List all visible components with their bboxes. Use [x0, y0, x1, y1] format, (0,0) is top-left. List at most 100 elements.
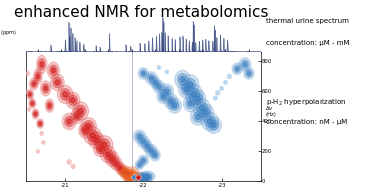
Ellipse shape [118, 165, 130, 177]
Ellipse shape [44, 86, 47, 91]
Text: $^1$H (ppm): $^1$H (ppm) [0, 28, 17, 38]
Ellipse shape [86, 123, 91, 129]
Ellipse shape [110, 157, 122, 170]
Ellipse shape [114, 161, 118, 166]
Ellipse shape [137, 178, 142, 181]
Ellipse shape [50, 74, 64, 91]
Text: enhanced NMR for metabolomics: enhanced NMR for metabolomics [15, 5, 269, 20]
Ellipse shape [67, 119, 71, 124]
Ellipse shape [144, 143, 151, 150]
Ellipse shape [37, 119, 44, 128]
Ellipse shape [239, 58, 251, 71]
Ellipse shape [129, 171, 134, 175]
Ellipse shape [193, 112, 203, 122]
Ellipse shape [40, 61, 43, 67]
Ellipse shape [145, 72, 157, 84]
Ellipse shape [153, 153, 157, 157]
Ellipse shape [51, 68, 55, 73]
Ellipse shape [81, 118, 96, 134]
Ellipse shape [71, 98, 75, 103]
Ellipse shape [67, 160, 71, 164]
Ellipse shape [134, 130, 145, 143]
Ellipse shape [170, 101, 179, 110]
Ellipse shape [194, 99, 211, 117]
Ellipse shape [181, 83, 191, 95]
Ellipse shape [26, 71, 29, 76]
Ellipse shape [164, 94, 178, 109]
Ellipse shape [203, 110, 209, 115]
Ellipse shape [94, 138, 99, 143]
Ellipse shape [216, 91, 220, 95]
Ellipse shape [199, 105, 205, 111]
Ellipse shape [193, 93, 203, 105]
Ellipse shape [73, 102, 88, 120]
Ellipse shape [160, 84, 174, 99]
Ellipse shape [184, 86, 189, 92]
Ellipse shape [130, 175, 145, 184]
Ellipse shape [142, 72, 145, 75]
Ellipse shape [60, 89, 70, 100]
Ellipse shape [147, 74, 155, 82]
Ellipse shape [30, 101, 35, 106]
Ellipse shape [90, 133, 95, 139]
Ellipse shape [186, 84, 203, 104]
Ellipse shape [204, 116, 215, 127]
Ellipse shape [145, 144, 157, 157]
Ellipse shape [220, 87, 223, 90]
Ellipse shape [133, 177, 135, 180]
Ellipse shape [37, 150, 39, 153]
Ellipse shape [47, 62, 59, 79]
Ellipse shape [147, 147, 155, 155]
Ellipse shape [29, 99, 36, 108]
Ellipse shape [133, 176, 143, 182]
Ellipse shape [178, 74, 187, 85]
Ellipse shape [33, 111, 38, 117]
Ellipse shape [138, 155, 148, 166]
Ellipse shape [201, 107, 211, 118]
Ellipse shape [172, 103, 177, 108]
Ellipse shape [198, 104, 214, 121]
Ellipse shape [152, 152, 159, 159]
Ellipse shape [125, 174, 128, 177]
Ellipse shape [45, 99, 54, 112]
Ellipse shape [87, 130, 98, 141]
Ellipse shape [31, 102, 34, 105]
Ellipse shape [209, 120, 219, 130]
Ellipse shape [32, 109, 39, 119]
Ellipse shape [140, 157, 147, 164]
Ellipse shape [83, 128, 87, 133]
Ellipse shape [232, 63, 242, 75]
Ellipse shape [78, 108, 83, 114]
Ellipse shape [129, 174, 142, 181]
Ellipse shape [137, 135, 150, 148]
Ellipse shape [71, 109, 83, 124]
Ellipse shape [126, 173, 129, 176]
Ellipse shape [153, 81, 157, 84]
Ellipse shape [214, 96, 217, 100]
Ellipse shape [140, 138, 147, 146]
Ellipse shape [125, 167, 138, 180]
Ellipse shape [128, 177, 139, 183]
Ellipse shape [75, 114, 79, 119]
Ellipse shape [65, 116, 73, 127]
Ellipse shape [120, 169, 127, 175]
Ellipse shape [191, 91, 197, 98]
Ellipse shape [120, 167, 128, 175]
Ellipse shape [71, 164, 75, 169]
Ellipse shape [84, 127, 101, 145]
Ellipse shape [153, 80, 165, 94]
Ellipse shape [246, 70, 252, 77]
Ellipse shape [55, 80, 60, 85]
Ellipse shape [141, 140, 145, 144]
Ellipse shape [37, 55, 47, 74]
Ellipse shape [121, 170, 131, 180]
Ellipse shape [179, 80, 194, 98]
Ellipse shape [123, 170, 132, 179]
Ellipse shape [63, 91, 68, 97]
Ellipse shape [138, 175, 152, 183]
Ellipse shape [41, 81, 51, 96]
Ellipse shape [96, 136, 113, 154]
Ellipse shape [99, 139, 110, 150]
Ellipse shape [180, 77, 185, 82]
Ellipse shape [40, 132, 43, 135]
